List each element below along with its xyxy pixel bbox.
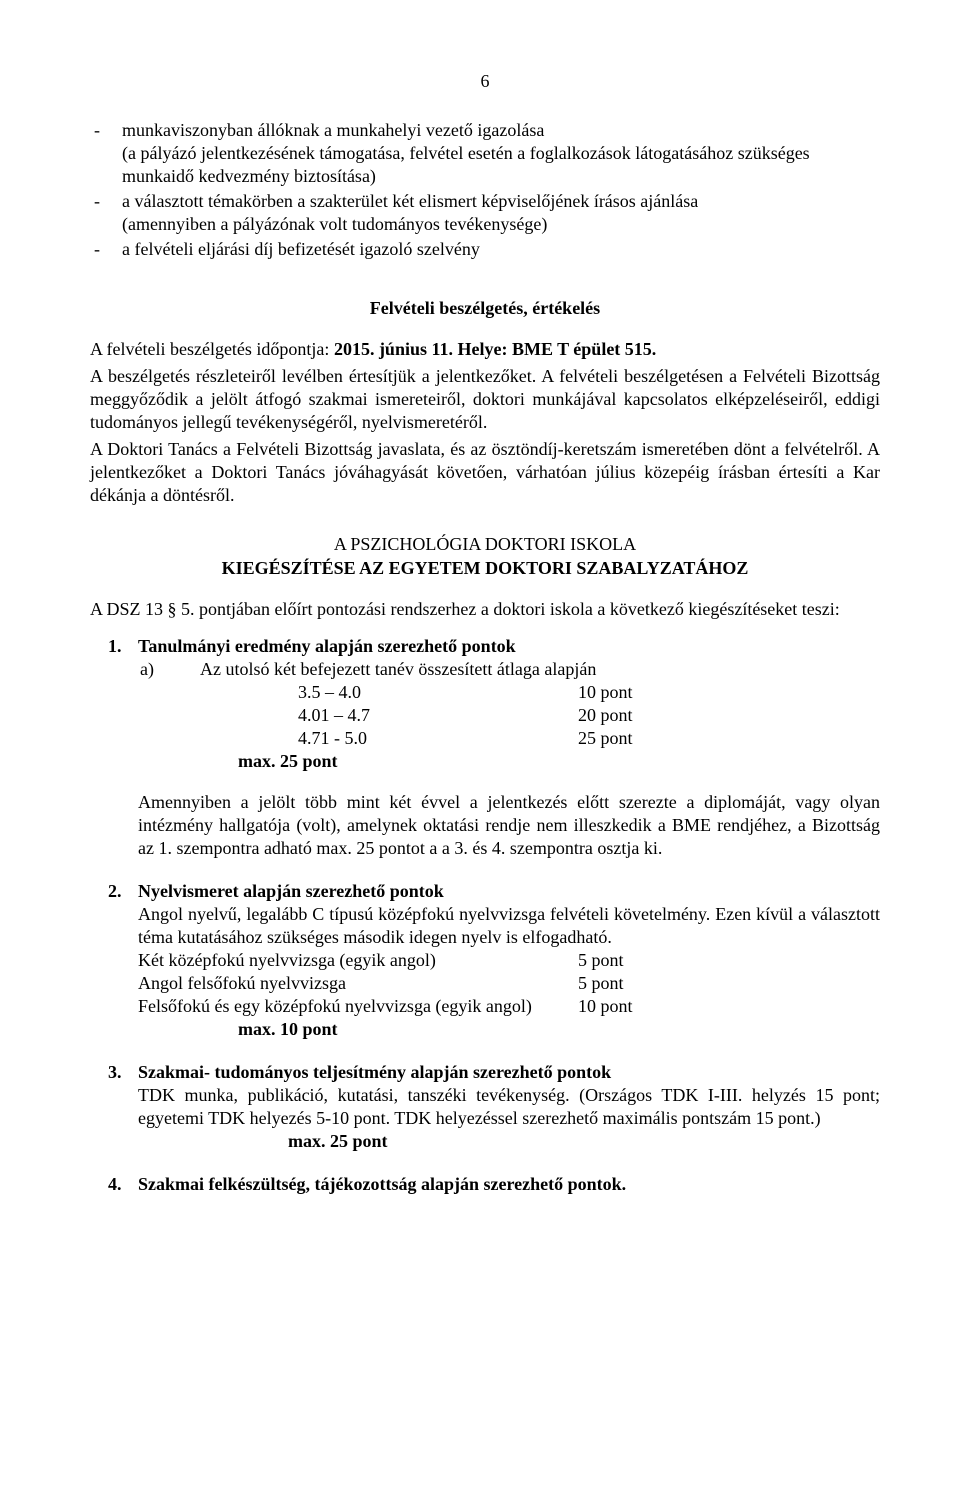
- item-1-title: Tanulmányi eredmény alapján szerezhető p…: [138, 635, 880, 658]
- item-3-title: Szakmai- tudományos teljesítmény alapján…: [138, 1061, 880, 1084]
- section-1-body: A felvételi beszélgetés időpontja: 2015.…: [90, 338, 880, 507]
- lang-label: Angol felsőfokú nyelvvizsga: [138, 972, 578, 995]
- interview-details-para: A beszélgetés részleteiről levélben érte…: [90, 365, 880, 434]
- lang-points: 5 pont: [578, 949, 624, 972]
- list-item: - a felvételi eljárási díj befizetését i…: [90, 238, 880, 261]
- item-3-body-text: TDK munka, publikáció, kutatási, tanszék…: [90, 1084, 880, 1130]
- score-row: 3.5 – 4.0 10 pont: [138, 681, 880, 704]
- score-row: 4.71 - 5.0 25 pont: [138, 727, 880, 750]
- lang-label: Két középfokú nyelvvizsga (egyik angol): [138, 949, 578, 972]
- dash-marker: -: [90, 119, 122, 188]
- item-1-max: max. 25 pont: [138, 750, 880, 773]
- section-heading-interview: Felvételi beszélgetés, értékelés: [90, 297, 880, 320]
- interview-date-prefix: A felvételi beszélgetés időpontja:: [90, 339, 334, 359]
- scoring-item-2: 2. Nyelvismeret alapján szerezhető ponto…: [90, 880, 880, 1041]
- scoring-list: 1. Tanulmányi eredmény alapján szerezhet…: [90, 635, 880, 1197]
- bullet-2-sub: (amennyiben a pályázónak volt tudományos…: [122, 214, 547, 234]
- item-1-heading: 1. Tanulmányi eredmény alapján szerezhet…: [90, 635, 880, 658]
- lang-label: Felsőfokú és egy középfokú nyelvvizsga (…: [138, 995, 578, 1018]
- item-1-body: a) Az utolsó két befejezett tanév összes…: [90, 658, 880, 773]
- bullet-1-main: munkaviszonyban állóknak a munkahelyi ve…: [122, 120, 544, 140]
- supplement-line1: A PSZICHOLÓGIA DOKTORI ISKOLA: [90, 533, 880, 556]
- item-2-title: Nyelvismeret alapján szerezhető pontok: [138, 880, 880, 903]
- item-3-heading: 3. Szakmai- tudományos teljesítmény alap…: [90, 1061, 880, 1084]
- bullet-text: a választott témakörben a szakterület ké…: [122, 190, 880, 236]
- item-4-number: 4.: [90, 1173, 138, 1196]
- page-number: 6: [90, 70, 880, 93]
- dash-marker: -: [90, 238, 122, 261]
- range-label: 4.71 - 5.0: [298, 727, 578, 750]
- list-item: - munkaviszonyban állóknak a munkahelyi …: [90, 119, 880, 188]
- bullet-text: munkaviszonyban állóknak a munkahelyi ve…: [122, 119, 880, 188]
- item-2-max: max. 10 pont: [138, 1018, 880, 1041]
- item-2-rows: Két középfokú nyelvvizsga (egyik angol) …: [90, 949, 880, 1041]
- item-4-heading: 4. Szakmai felkészültség, tájékozottság …: [90, 1173, 880, 1196]
- item-2-number: 2.: [90, 880, 138, 903]
- list-item: - a választott témakörben a szakterület …: [90, 190, 880, 236]
- lang-points: 5 pont: [578, 972, 624, 995]
- bullet-3-main: a felvételi eljárási díj befizetését iga…: [122, 238, 880, 261]
- doctoral-council-para: A Doktori Tanács a Felvételi Bizottság j…: [90, 438, 880, 507]
- item-3-max: max. 25 pont: [138, 1130, 880, 1153]
- score-row: 4.01 – 4.7 20 pont: [138, 704, 880, 727]
- supplement-line2: KIEGÉSZÍTÉSE AZ EGYETEM DOKTORI SZABALYZ…: [90, 557, 880, 580]
- sub-a-text: Az utolsó két befejezett tanév összesíte…: [200, 658, 880, 681]
- item-3-number: 3.: [90, 1061, 138, 1084]
- scoring-intro-para: A DSZ 13 § 5. pontjában előírt pontozási…: [90, 598, 880, 621]
- lang-row: Felsőfokú és egy középfokú nyelvvizsga (…: [138, 995, 880, 1018]
- item-2-body-text: Angol nyelvű, legalább C típusú középfok…: [90, 903, 880, 949]
- item-1-subitem-a: a) Az utolsó két befejezett tanév összes…: [138, 658, 880, 681]
- item-1-number: 1.: [90, 635, 138, 658]
- lang-row: Angol felsőfokú nyelvvizsga 5 pont: [138, 972, 880, 995]
- item-4-title: Szakmai felkészültség, tájékozottság ala…: [138, 1173, 880, 1196]
- scoring-item-4: 4. Szakmai felkészültség, tájékozottság …: [90, 1173, 880, 1196]
- range-points: 25 pont: [578, 727, 633, 750]
- section-heading-supplement: A PSZICHOLÓGIA DOKTORI ISKOLA KIEGÉSZÍTÉ…: [90, 533, 880, 579]
- lang-points: 10 pont: [578, 995, 633, 1018]
- item-2-heading: 2. Nyelvismeret alapján szerezhető ponto…: [90, 880, 880, 903]
- range-points: 10 pont: [578, 681, 633, 704]
- bullet-1-sub: (a pályázó jelentkezésének támogatása, f…: [122, 143, 810, 186]
- interview-date-para: A felvételi beszélgetés időpontja: 2015.…: [90, 338, 880, 361]
- dash-marker: -: [90, 190, 122, 236]
- item-3-max-wrap: max. 25 pont: [90, 1130, 880, 1153]
- range-label: 3.5 – 4.0: [298, 681, 578, 704]
- range-points: 20 pont: [578, 704, 633, 727]
- scoring-item-1: 1. Tanulmányi eredmény alapján szerezhet…: [90, 635, 880, 860]
- item-1-note: Amennyiben a jelölt több mint két évvel …: [90, 791, 880, 860]
- bullet-list: - munkaviszonyban állóknak a munkahelyi …: [90, 119, 880, 261]
- sub-a-label: a): [138, 658, 200, 681]
- lang-row: Két középfokú nyelvvizsga (egyik angol) …: [138, 949, 880, 972]
- range-label: 4.01 – 4.7: [298, 704, 578, 727]
- interview-date-bold: 2015. június 11. Helye: BME T épület 515…: [334, 339, 656, 359]
- bullet-2-main: a választott témakörben a szakterület ké…: [122, 191, 698, 211]
- scoring-item-3: 3. Szakmai- tudományos teljesítmény alap…: [90, 1061, 880, 1153]
